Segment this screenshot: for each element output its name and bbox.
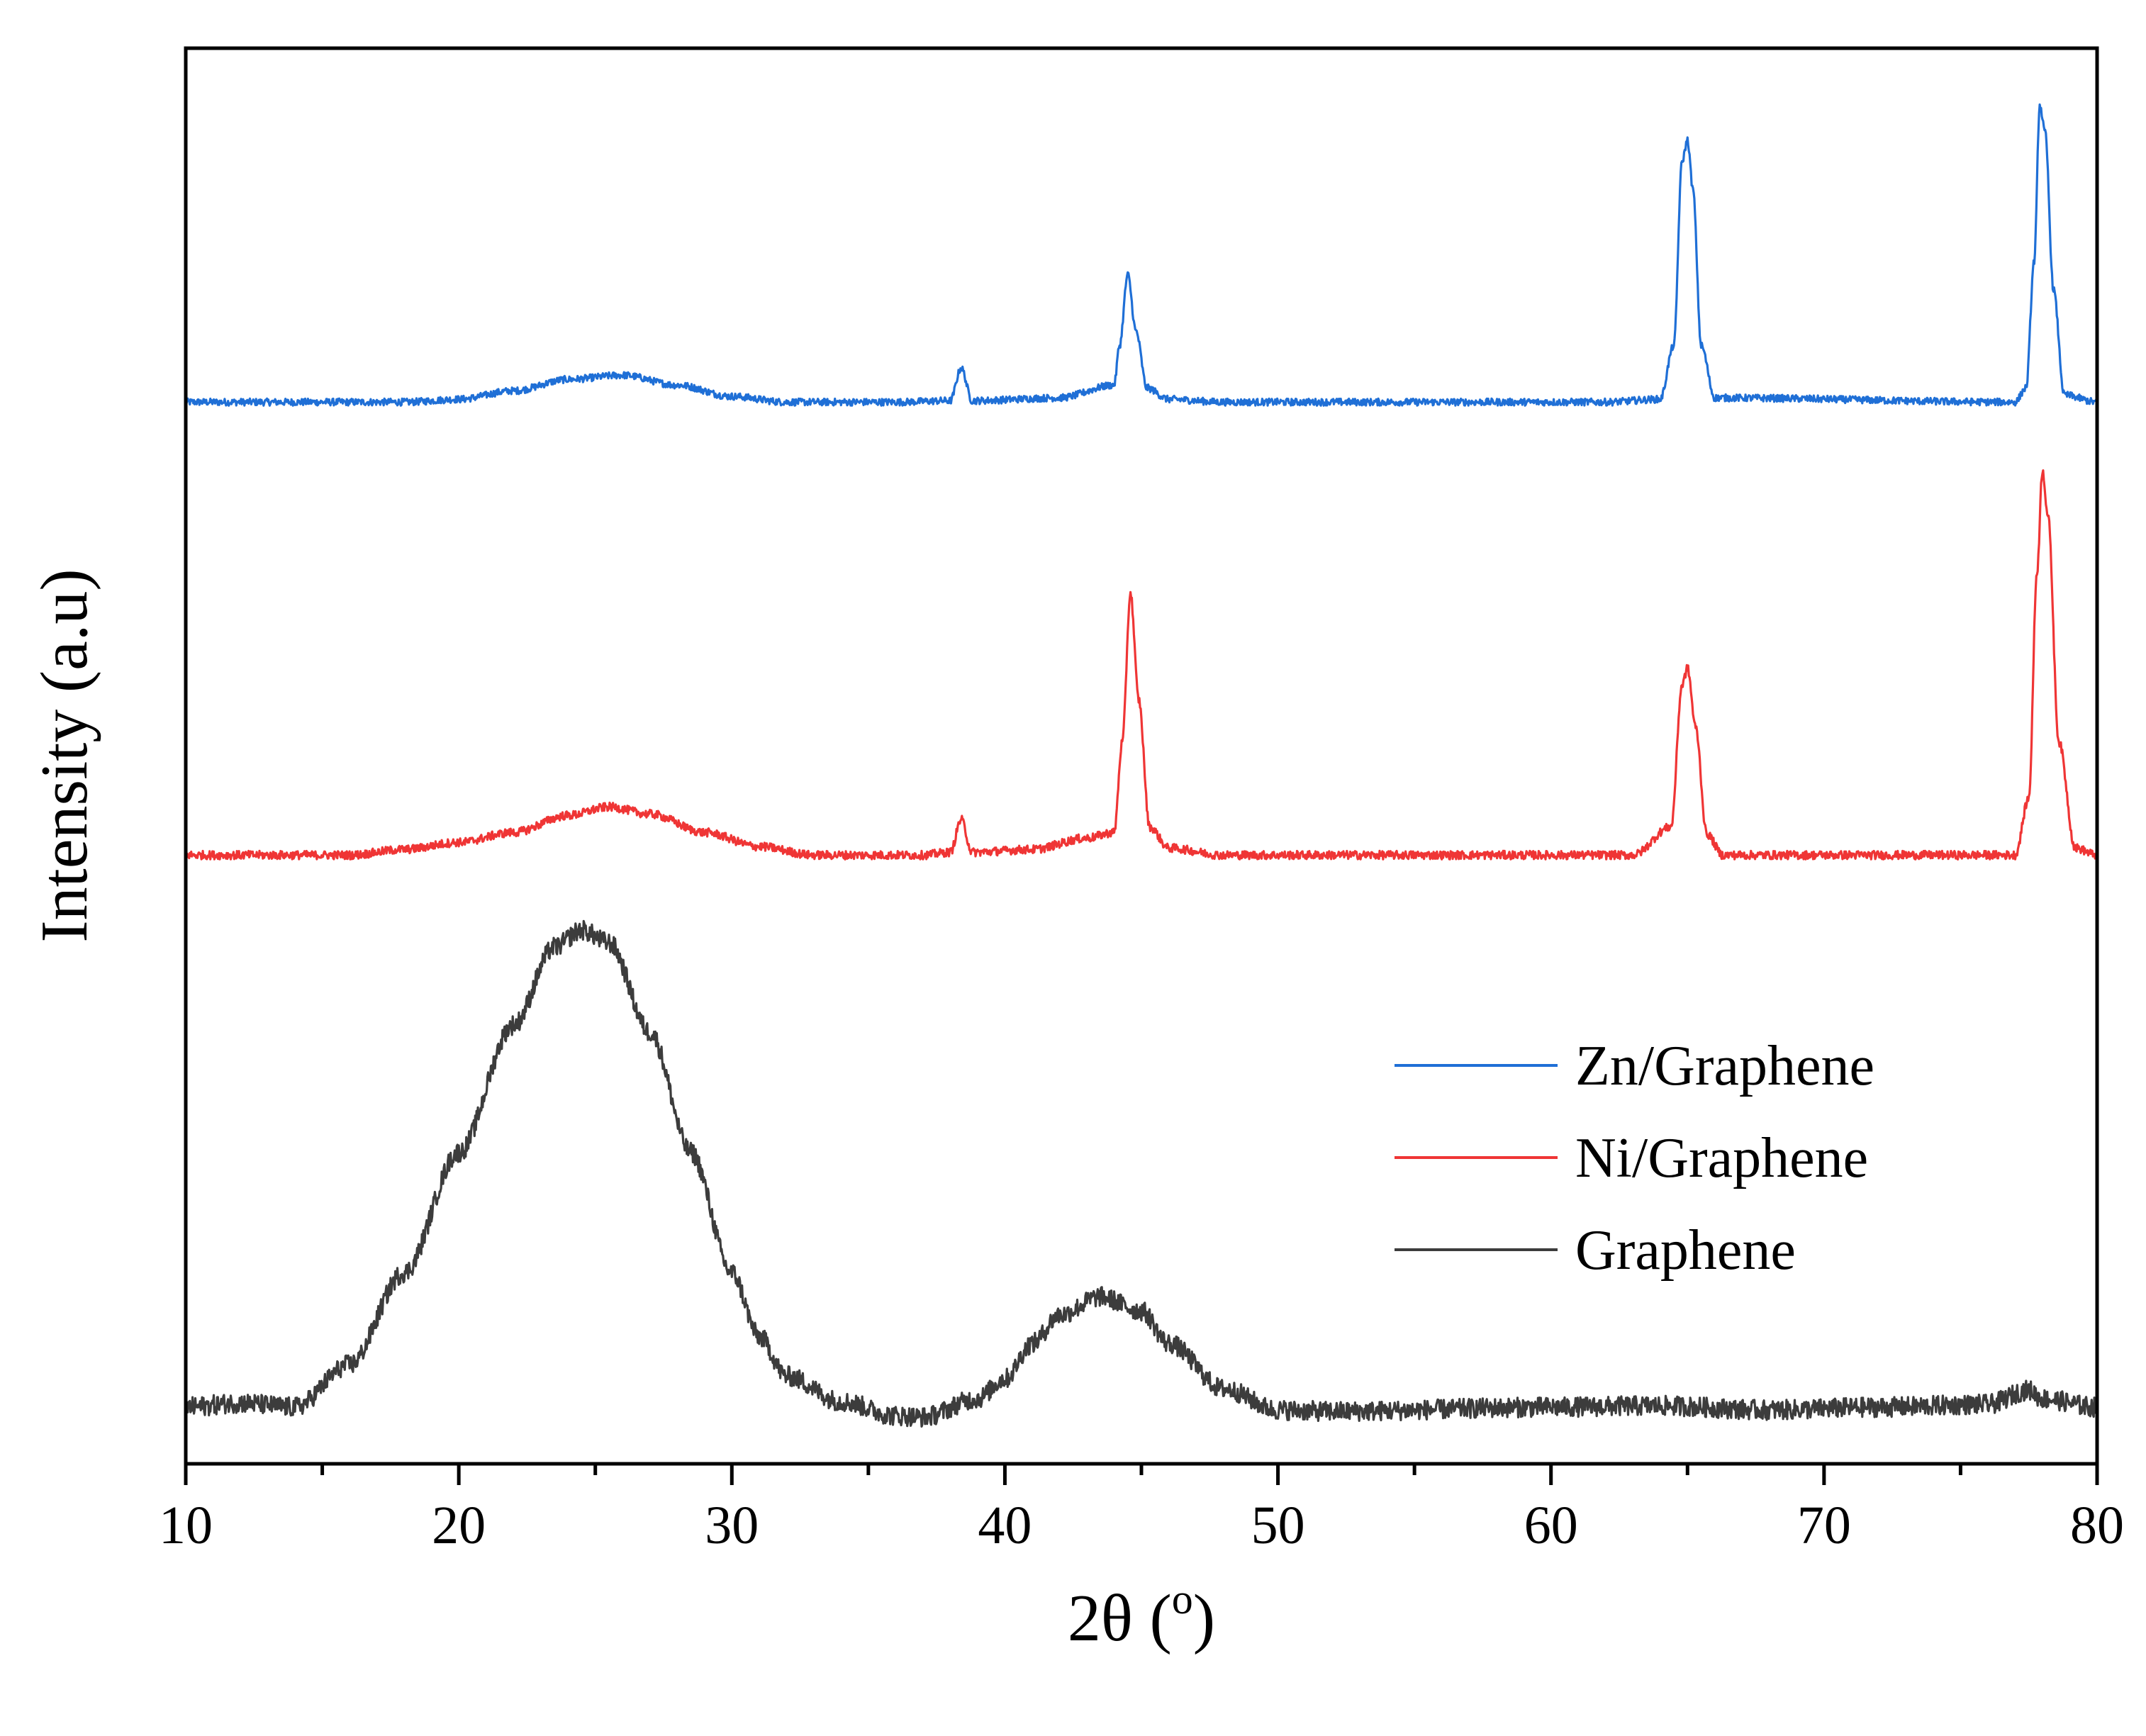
x-axis-title-main: 2θ ( [1068,1581,1172,1655]
series-line-graphene [184,919,2099,1428]
legend-label: Zn/Graphene [1575,1035,1874,1097]
x-tick-label: 80 [2070,1496,2124,1555]
series-layer [184,103,2099,1428]
y-axis-title: Intensity (a.u) [28,569,101,942]
legend-label: Graphene [1575,1219,1796,1282]
plot-frame [184,46,2099,1466]
x-tick-label: 20 [432,1496,486,1555]
x-axis-title-close: ) [1193,1581,1215,1655]
x-axis-title: 2θ (o) [1068,1576,1215,1655]
series-line-ni-graphene [184,469,2099,861]
legend: Zn/Graphene Ni/Graphene Graphene [1395,1035,1874,1282]
series-line-zn-graphene [184,103,2099,407]
x-axis-title-superscript: o [1172,1576,1193,1623]
x-tick-label: 40 [978,1496,1032,1555]
x-tick-label: 10 [159,1496,213,1555]
x-tick-label: 70 [1797,1496,1851,1555]
x-tick-label: 30 [705,1496,759,1555]
legend-label: Ni/Graphene [1575,1127,1868,1189]
x-tick-label: 60 [1524,1496,1578,1555]
x-tick-label: 50 [1251,1496,1305,1555]
x-axis-ticks: 10 20 30 40 50 60 70 80 [159,1464,2124,1555]
